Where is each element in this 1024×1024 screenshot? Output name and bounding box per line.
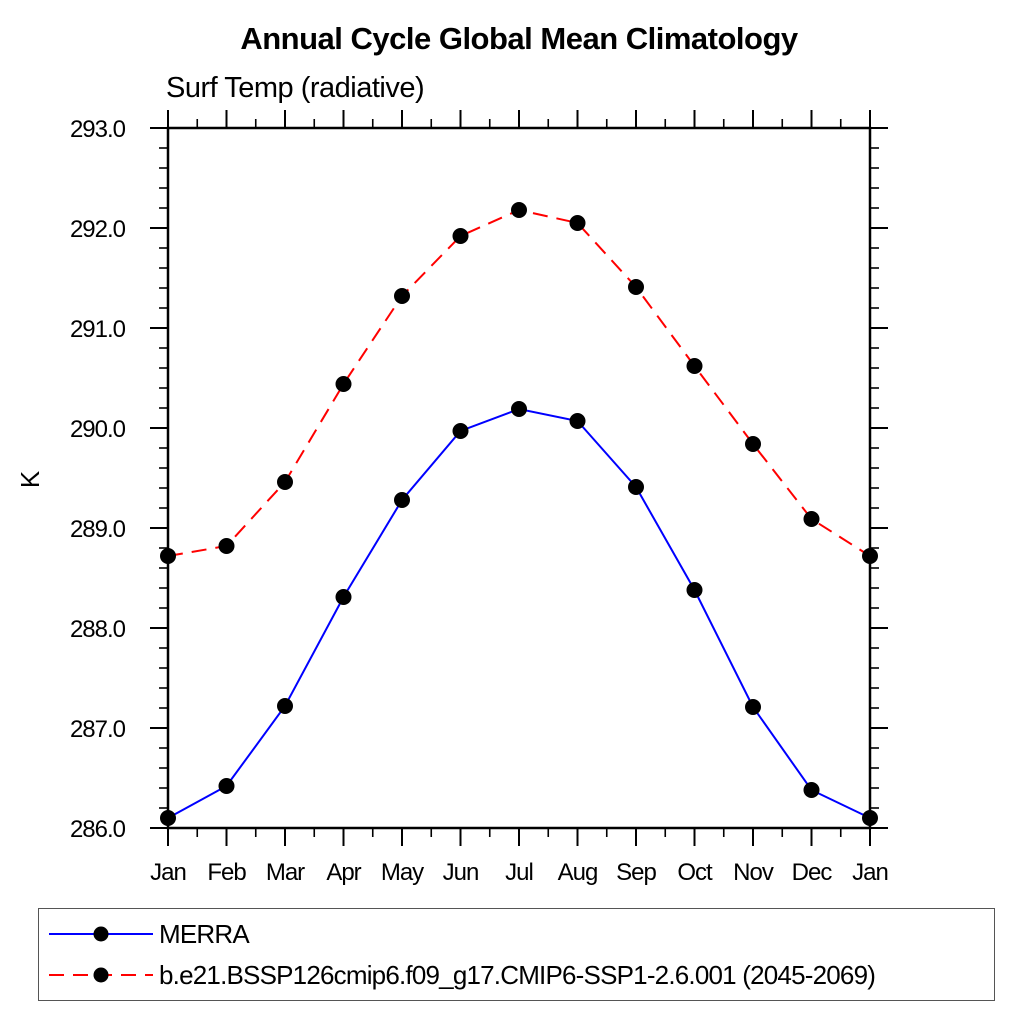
series-line-solid bbox=[167, 407, 871, 819]
data-point-marker bbox=[452, 228, 469, 244]
x-tick-label: Sep bbox=[616, 859, 656, 886]
x-tick-label: Nov bbox=[733, 859, 774, 886]
x-tick-label: Jul bbox=[505, 859, 533, 886]
legend-marker-icon bbox=[93, 926, 109, 942]
x-tick-label: Mar bbox=[266, 859, 305, 886]
x-tick-label: Feb bbox=[207, 859, 246, 886]
data-point-marker bbox=[628, 279, 644, 295]
x-tick-label: Jan bbox=[852, 859, 888, 886]
x-tick-label: Aug bbox=[558, 859, 598, 886]
data-point-marker bbox=[218, 538, 235, 554]
data-point-marker bbox=[745, 699, 761, 715]
data-point-marker bbox=[394, 288, 410, 304]
y-tick-label: 289.0 bbox=[70, 516, 126, 543]
data-point-marker bbox=[160, 548, 176, 564]
data-point-marker bbox=[511, 202, 527, 218]
legend-row: b.e21.BSSP126cmip6.f09_g17.CMIP6-SSP1-2.… bbox=[45, 958, 994, 992]
legend-marker-icon bbox=[93, 967, 109, 983]
data-point-marker bbox=[569, 215, 586, 231]
data-point-marker bbox=[277, 474, 293, 490]
x-tick-label: Dec bbox=[792, 859, 833, 886]
x-tick-label: Apr bbox=[326, 859, 361, 886]
data-point-marker bbox=[452, 423, 469, 439]
data-point-marker bbox=[218, 778, 235, 794]
data-point-marker bbox=[569, 413, 586, 429]
x-tick-label: Oct bbox=[677, 859, 713, 886]
data-point-marker bbox=[335, 376, 352, 392]
data-point-marker bbox=[628, 479, 644, 495]
y-tick-label: 286.0 bbox=[70, 816, 126, 843]
data-point-marker bbox=[803, 511, 820, 527]
y-tick-label: 293.0 bbox=[70, 116, 126, 143]
data-point-marker bbox=[686, 358, 703, 374]
legend-row: MERRA bbox=[45, 917, 994, 951]
chart-title: Annual Cycle Global Mean Climatology bbox=[240, 21, 798, 56]
x-tick-label: Jan bbox=[150, 859, 186, 886]
data-point-marker bbox=[803, 782, 820, 798]
data-point-marker bbox=[511, 401, 527, 417]
data-point-marker bbox=[335, 589, 352, 605]
y-tick-label: 288.0 bbox=[70, 616, 126, 643]
y-tick-label: 292.0 bbox=[70, 216, 126, 243]
legend-label: MERRA bbox=[159, 918, 250, 949]
x-tick-label: Jun bbox=[443, 859, 479, 886]
y-tick-label: 290.0 bbox=[70, 416, 126, 443]
legend-line-sample bbox=[49, 926, 153, 942]
data-point-marker bbox=[745, 436, 761, 452]
data-point-marker bbox=[160, 810, 176, 826]
chart-subtitle: Surf Temp (radiative) bbox=[166, 72, 425, 104]
series-line-dashed bbox=[167, 208, 871, 557]
legend-label: b.e21.BSSP126cmip6.f09_g17.CMIP6-SSP1-2.… bbox=[159, 959, 876, 990]
data-point-marker bbox=[862, 548, 878, 564]
data-point-marker bbox=[862, 810, 878, 826]
y-tick-label: 287.0 bbox=[70, 716, 126, 743]
y-tick-label: 291.0 bbox=[70, 316, 126, 343]
data-point-marker bbox=[277, 698, 293, 714]
legend-box: MERRA b.e21.BSSP126cmip6.f09_g17.CMIP6-SS… bbox=[38, 908, 995, 1001]
legend-line-sample bbox=[49, 967, 153, 983]
data-point-marker bbox=[394, 492, 410, 508]
data-point-marker bbox=[686, 582, 703, 598]
x-tick-label: May bbox=[381, 859, 424, 886]
